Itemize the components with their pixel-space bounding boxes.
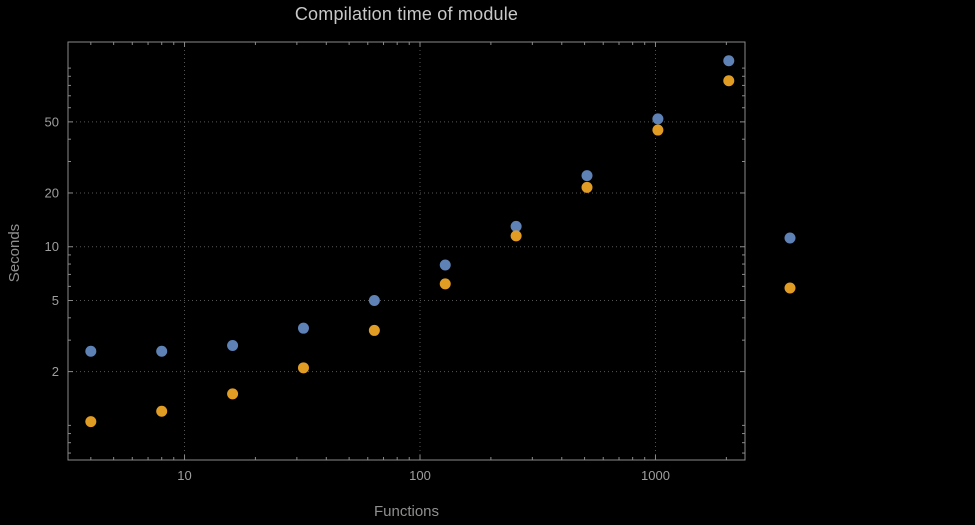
data-point	[581, 170, 593, 182]
data-point	[723, 75, 735, 87]
series-2	[85, 75, 735, 428]
x-tick-label: 100	[409, 468, 431, 483]
x-axis-label: Functions	[373, 503, 440, 520]
data-point	[85, 345, 97, 357]
y-tick-label: 50	[45, 114, 59, 129]
x-tick-label: 10	[177, 468, 191, 483]
gridlines	[68, 42, 745, 460]
data-point	[297, 322, 309, 334]
legend	[784, 232, 796, 294]
data-point	[156, 345, 168, 357]
legend-marker-series-1	[784, 232, 796, 244]
data-point	[723, 55, 735, 67]
tick-marks	[68, 42, 745, 460]
data-point	[368, 295, 380, 307]
data-point	[227, 388, 239, 400]
data-point	[510, 220, 522, 232]
data-point	[652, 124, 664, 136]
chart-title: Compilation time of module	[294, 4, 519, 24]
data-point	[156, 405, 168, 417]
data-point	[439, 278, 451, 290]
data-point	[510, 230, 522, 242]
data-point	[581, 181, 593, 193]
frame-rect	[67, 41, 746, 461]
data-point	[85, 416, 97, 428]
data-point	[297, 362, 309, 374]
y-tick-label: 20	[45, 185, 59, 200]
tick-labels: 10 100 1000 2 5 10 20 50	[45, 114, 670, 483]
y-tick-label: 10	[45, 239, 59, 254]
plot-frame	[67, 41, 746, 461]
y-tick-label: 2	[52, 364, 59, 379]
data-point	[368, 324, 380, 336]
series-1	[85, 55, 735, 357]
data-point	[439, 259, 451, 271]
data-points	[85, 55, 735, 428]
x-tick-label: 1000	[641, 468, 670, 483]
y-tick-label: 5	[52, 293, 59, 308]
data-point	[227, 339, 239, 351]
legend-marker-series-2	[784, 282, 796, 294]
data-point	[652, 113, 664, 125]
y-axis-label: Seconds	[6, 223, 23, 283]
